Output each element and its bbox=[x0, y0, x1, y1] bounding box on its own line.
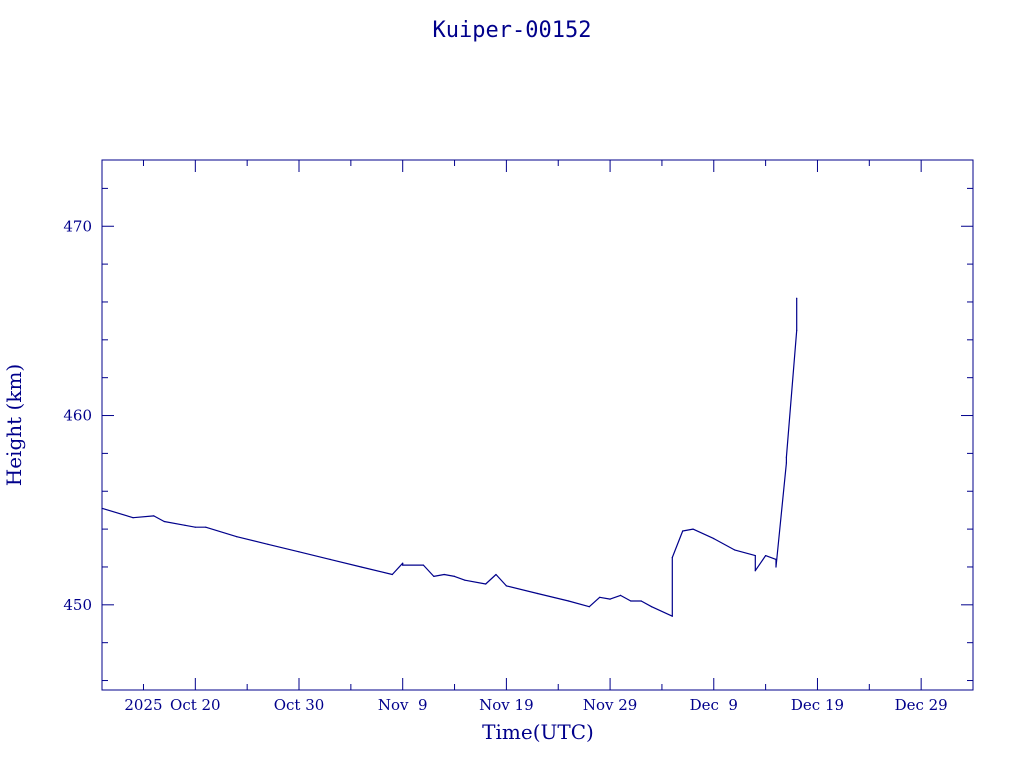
data-point bbox=[640, 600, 642, 602]
x-tick-label: 2025 bbox=[124, 696, 162, 714]
data-point bbox=[785, 456, 788, 458]
data-point bbox=[713, 538, 715, 540]
data-point bbox=[402, 562, 404, 564]
data-point bbox=[360, 566, 362, 568]
data-point bbox=[391, 573, 393, 576]
y-tick-label: 450 bbox=[63, 596, 92, 614]
chart-title: Kuiper-00152 bbox=[433, 18, 592, 43]
x-axis-ticks: 2025 Oct 20 Oct 30 Nov 9 Nov 19 Nov 29 Dec 9 De… bbox=[124, 160, 974, 714]
y-axis-ticks: 450 460 470 bbox=[63, 187, 973, 682]
data-point bbox=[194, 526, 196, 528]
data-point bbox=[568, 600, 570, 602]
x-tick-label: Nov 29 bbox=[583, 696, 638, 714]
data-point bbox=[765, 555, 767, 557]
x-tick-label: Oct 30 bbox=[274, 696, 325, 714]
data-point bbox=[402, 564, 404, 566]
y-axis-label: Height (km) bbox=[2, 364, 26, 486]
data-point bbox=[692, 528, 694, 530]
data-point bbox=[775, 558, 777, 561]
data-point bbox=[785, 462, 788, 464]
data-point bbox=[495, 573, 497, 576]
data-point bbox=[464, 579, 466, 581]
plot-frame bbox=[101, 159, 974, 691]
data-point bbox=[422, 564, 424, 566]
data-point bbox=[588, 606, 590, 608]
data-point bbox=[536, 592, 539, 595]
data-point bbox=[433, 575, 435, 578]
data-point bbox=[651, 606, 653, 608]
data-point bbox=[184, 524, 186, 526]
data-point bbox=[796, 329, 798, 331]
x-tick-label: Nov 19 bbox=[479, 696, 534, 714]
data-point bbox=[609, 598, 611, 600]
y-tick-label: 470 bbox=[63, 217, 92, 235]
data-point bbox=[682, 530, 684, 532]
x-tick-label: Dec 29 bbox=[895, 696, 948, 714]
data-point bbox=[671, 556, 673, 559]
data-point bbox=[599, 596, 601, 598]
data-point bbox=[205, 526, 207, 528]
data-point bbox=[630, 600, 632, 602]
x-tick-label: Oct 20 bbox=[170, 696, 221, 714]
data-point bbox=[329, 558, 331, 561]
data-point bbox=[443, 573, 445, 576]
data-point bbox=[505, 585, 507, 587]
data-point bbox=[796, 297, 798, 299]
data-point bbox=[236, 536, 238, 538]
y-tick-label: 460 bbox=[63, 407, 92, 425]
x-tick-label: Dec 9 bbox=[690, 696, 738, 714]
data-point bbox=[453, 575, 456, 578]
x-tick-label: Dec 19 bbox=[791, 696, 844, 714]
series-group bbox=[101, 297, 798, 617]
data-point bbox=[153, 515, 155, 517]
data-point bbox=[163, 520, 165, 523]
data-point bbox=[671, 615, 673, 617]
x-axis-label: Time(UTC) bbox=[482, 720, 594, 744]
data-point bbox=[619, 594, 622, 597]
data-point bbox=[101, 507, 103, 509]
data-point bbox=[733, 549, 736, 551]
data-point bbox=[775, 566, 777, 568]
data-point bbox=[485, 583, 487, 585]
series-line bbox=[101, 298, 798, 617]
data-point bbox=[754, 570, 756, 572]
data-point bbox=[132, 517, 134, 519]
data-point bbox=[298, 551, 300, 553]
data-point bbox=[754, 555, 756, 557]
data-point bbox=[267, 543, 269, 545]
x-tick-label: Nov 9 bbox=[378, 696, 428, 714]
